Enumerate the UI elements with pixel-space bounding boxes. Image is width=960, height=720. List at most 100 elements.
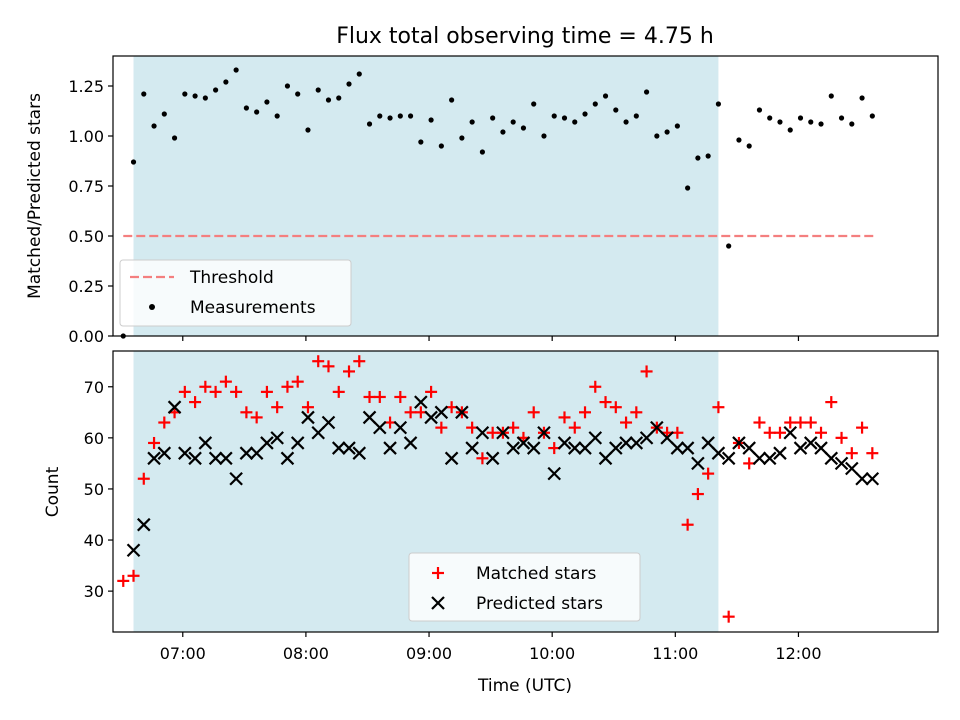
x-tick-label: 09:00 [406, 644, 452, 663]
measurement-point [633, 113, 639, 119]
predicted-star-point [362, 410, 377, 425]
measurement-point [346, 81, 352, 87]
measurement-point [366, 121, 373, 127]
x-tick-label: 07:00 [160, 644, 206, 663]
predicted-star-point [331, 441, 346, 455]
x-tick-label: 10:00 [529, 644, 575, 663]
bottom-panel: 30 40 50 60 70 07:00 08:00 09:00 10:00 11:00 12:0… [43, 350, 939, 696]
measurement-point [130, 159, 137, 165]
measurement-point [602, 93, 609, 99]
matched-star-point [230, 385, 243, 398]
x-tick-label: 12:00 [775, 644, 821, 663]
matched-star-point [240, 406, 253, 419]
matched-star-point [312, 355, 325, 368]
predicted-star-point [609, 441, 623, 455]
measurement-point [797, 115, 804, 121]
measurement-point [254, 109, 260, 115]
measurement-point [859, 95, 865, 101]
matched-star-point [773, 426, 786, 439]
matched-star-point [620, 416, 633, 429]
measurement-point [305, 127, 311, 133]
predicted-star-point [167, 400, 182, 414]
matched-star-point [722, 610, 735, 623]
predicted-star-point [629, 436, 644, 450]
predicted-star-point [239, 446, 254, 460]
measurement-point [838, 115, 845, 121]
matched-star-point [558, 411, 571, 424]
measurement-point [264, 99, 270, 105]
measurement-point [787, 127, 793, 133]
measurement-point [664, 129, 670, 135]
y-tick-label: 0.00 [68, 327, 104, 346]
matched-star-point [353, 355, 366, 368]
bottom-x-ticks: 07:00 08:00 09:00 10:00 11:00 12:00 [160, 632, 822, 663]
measurement-point [377, 113, 383, 119]
predicted-star-point [814, 441, 828, 455]
predicted-star-point [147, 451, 161, 466]
predicted-star-point [588, 431, 603, 445]
predicted-star-point [321, 415, 336, 430]
predicted-star-point [557, 436, 572, 450]
predicted-star-point [547, 466, 562, 481]
matched-star-point [425, 385, 438, 398]
predicted-star-point [260, 436, 274, 450]
matched-star-point [527, 406, 540, 419]
measurement-point [613, 107, 619, 113]
y-tick-label: 50 [84, 480, 104, 499]
matched-star-point [845, 447, 858, 460]
predicted-star-point [793, 441, 808, 455]
matched-star-point [281, 380, 294, 393]
measurements-points [120, 67, 875, 339]
measurement-point [243, 105, 249, 111]
matched-star-point [794, 416, 807, 429]
measurement-point [387, 115, 393, 121]
predicted-star-point [424, 410, 438, 425]
predicted-star-point [126, 543, 141, 558]
measurement-point [407, 113, 414, 119]
matched-star-point [609, 401, 622, 414]
measurement-point [674, 123, 680, 129]
predicted-star-point [434, 405, 449, 420]
y-tick-label: 1.00 [68, 127, 104, 146]
matched-star-point [148, 436, 161, 449]
measurement-point [705, 153, 711, 159]
matched-star-point [271, 401, 284, 414]
matched-star-point [343, 365, 356, 378]
measurement-point [561, 115, 568, 121]
y-tick-label: 1.25 [68, 77, 104, 96]
predicted-star-point [342, 441, 356, 455]
matched-star-point [784, 416, 797, 429]
predicted-star-point [208, 451, 223, 466]
measurement-point [726, 243, 732, 249]
matched-star-point [189, 396, 202, 409]
measurement-point [284, 83, 291, 89]
matched-star-point [702, 467, 715, 480]
predicted-star-point [475, 425, 490, 440]
predicted-star-point [516, 436, 531, 450]
matched-star-point [301, 401, 314, 414]
measurement-point [654, 133, 660, 139]
matched-star-point [373, 390, 386, 403]
measurement-point [449, 97, 455, 103]
measurement-point [490, 115, 496, 121]
matched-star-point [866, 447, 879, 460]
predicted-star-point [137, 517, 151, 532]
predicted-star-point [803, 436, 818, 450]
predicted-star-point [373, 420, 387, 435]
measurement-point [541, 133, 547, 139]
predicted-star-point [383, 441, 397, 455]
matched-star-point [158, 416, 171, 429]
measurement-point [828, 93, 834, 99]
predicted-star-point [660, 431, 674, 445]
predicted-star-point [290, 436, 305, 450]
predicted-star-point [670, 441, 685, 455]
measurement-point [171, 135, 178, 141]
measurement-point [623, 119, 629, 125]
predicted-star-point [455, 405, 469, 420]
measurement-point [808, 119, 814, 125]
measurement-point [715, 101, 722, 107]
matched-star-point [640, 365, 653, 378]
top-legend: Threshold Measurements [119, 259, 352, 327]
predicted-star-point [506, 441, 520, 455]
matched-star-point [681, 518, 694, 531]
